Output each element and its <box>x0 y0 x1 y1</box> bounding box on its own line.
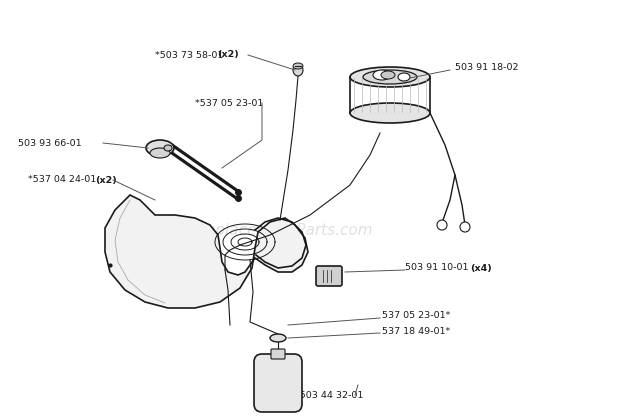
Ellipse shape <box>350 67 430 87</box>
Text: *537 05 23-01: *537 05 23-01 <box>195 99 264 107</box>
Ellipse shape <box>363 70 417 84</box>
Text: 537 05 23-01*: 537 05 23-01* <box>382 312 450 320</box>
Ellipse shape <box>146 140 174 156</box>
Ellipse shape <box>373 70 391 80</box>
Ellipse shape <box>381 71 395 79</box>
Text: 503 91 10-01: 503 91 10-01 <box>405 263 471 272</box>
Ellipse shape <box>150 148 170 158</box>
Ellipse shape <box>270 334 286 342</box>
Text: eReplacementParts.com: eReplacementParts.com <box>187 223 373 238</box>
FancyBboxPatch shape <box>316 266 342 286</box>
Polygon shape <box>105 195 308 308</box>
Text: (x2): (x2) <box>95 176 117 185</box>
FancyBboxPatch shape <box>254 354 302 412</box>
Circle shape <box>460 222 470 232</box>
Text: 503 93 66-01: 503 93 66-01 <box>18 139 82 148</box>
Text: (x4): (x4) <box>470 263 492 272</box>
Circle shape <box>437 220 447 230</box>
Ellipse shape <box>398 73 410 81</box>
Text: *537 04 24-01: *537 04 24-01 <box>28 176 99 185</box>
Ellipse shape <box>293 63 303 69</box>
Text: *503 44 32-01: *503 44 32-01 <box>295 391 363 399</box>
FancyBboxPatch shape <box>271 349 285 359</box>
Text: (x2): (x2) <box>217 50 239 59</box>
Text: 537 18 49-01*: 537 18 49-01* <box>382 327 450 337</box>
Ellipse shape <box>350 103 430 123</box>
Ellipse shape <box>164 145 172 151</box>
Text: *503 73 58-01: *503 73 58-01 <box>155 50 226 59</box>
Text: 503 91 18-02: 503 91 18-02 <box>455 64 518 72</box>
Ellipse shape <box>293 64 303 76</box>
